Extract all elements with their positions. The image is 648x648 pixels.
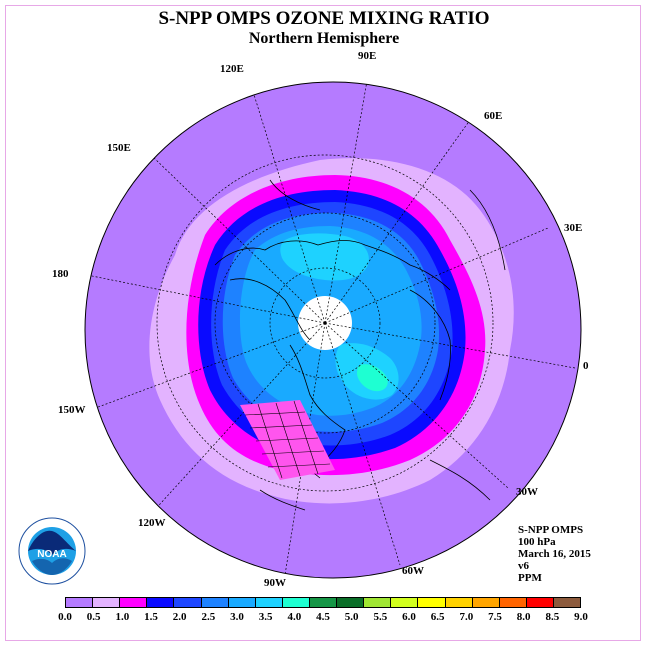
legend-swatch-9 [308,598,337,607]
lon-label-90w: 90W [264,577,286,589]
legend-swatch-10 [336,598,364,607]
lon-label-30w: 30W [516,486,538,498]
lon-label-150w: 150W [58,404,86,416]
info-instrument: S-NPP OMPS [518,524,584,536]
legend-swatch-8 [281,598,309,607]
legend-swatch-3 [146,598,174,607]
lon-label-120w: 120W [138,517,166,529]
legend-tick-label: 3.5 [258,611,273,623]
legend-swatch-0 [66,598,93,607]
legend-swatch-7 [254,598,282,607]
legend-swatch-12 [390,598,418,607]
color-legend [65,597,581,608]
legend-tick-label: 5.5 [373,611,388,623]
legend-swatch-16 [498,598,526,607]
legend-swatch-13 [417,598,445,607]
legend-swatch-15 [471,598,499,607]
gridded-region [240,400,335,480]
figure-frame [5,5,641,641]
legend-swatch-1 [92,598,120,607]
info-version: v6 [518,560,529,572]
info-block: S-NPP OMPS 100 hPa March 16, 2015 v6 PPM [518,524,591,584]
lon-label-90e: 90E [358,50,377,62]
ozone-band-3.5-4.0 [280,233,369,281]
lon-label-0: 0 [583,360,589,372]
legend-tick-label: 5.0 [344,611,359,623]
lon-label-120e: 120E [220,63,244,75]
legend-tick-label: 0.0 [58,611,72,623]
info-units: PPM [518,572,542,584]
info-level: 100 hPa [518,536,556,548]
lon-label-150e: 150E [107,142,131,154]
legend-tick-label: 8.0 [516,611,531,623]
legend-swatch-17 [525,598,553,607]
info-date: March 16, 2015 [518,548,591,560]
legend-swatch-18 [552,598,581,607]
legend-swatch-4 [173,598,201,607]
lon-label-60e: 60E [484,110,503,122]
legend-tick-label: 0.5 [86,611,101,623]
legend-swatch-2 [119,598,147,607]
legend-tick-label: 3.0 [230,611,244,623]
latitude-circles [156,154,494,492]
page-title: S-NPP OMPS OZONE MIXING RATIO [158,8,490,29]
legend-tick-label: 8.5 [545,611,560,623]
noaa-logo-wordmark: NOAA [37,549,66,560]
legend-tick-label: 7.0 [459,611,474,623]
legend-tick-label: 6.0 [402,611,416,623]
legend-tick-label: 2.5 [201,611,216,623]
legend-tick-label: 9.0 [574,611,588,623]
legend-tick-label: 1.5 [144,611,158,623]
legend-tick-label: 4.5 [316,611,330,623]
legend-tick-label: 1.0 [115,611,130,623]
legend-tick-label: 6.5 [430,611,445,623]
legend-ticks: 0.0 0.5 1.0 1.5 2.0 2.5 3.0 3.5 4.0 4.5 5.0 5.5 6.0 6… [58,611,588,625]
meridians [86,82,576,576]
lon-label-180: 180 [52,268,69,280]
noaa-logo: NOAA [18,517,86,585]
lon-label-60w: 60W [402,565,424,577]
map-border [84,81,582,579]
legend-swatch-14 [444,598,472,607]
legend-tick-label: 7.5 [488,611,502,623]
legend-swatch-6 [227,598,255,607]
legend-tick-label: 2.0 [172,611,187,623]
lon-label-30e: 30E [564,222,583,234]
ozone-band-4.0-4.5 [357,364,388,392]
legend-swatch-5 [200,598,228,607]
legend-swatch-11 [363,598,391,607]
page-subtitle: Northern Hemisphere [248,30,400,47]
legend-tick-label: 4.0 [287,611,302,623]
